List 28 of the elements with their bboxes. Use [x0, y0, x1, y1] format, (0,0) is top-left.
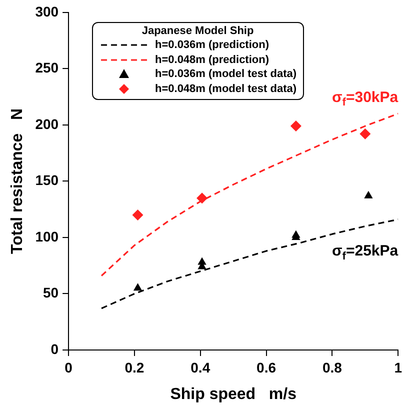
point	[360, 128, 371, 140]
x-axis-title: Ship speed m/s	[170, 386, 297, 403]
y-tick-label: 150	[35, 172, 59, 188]
y-tick-label: 200	[35, 116, 59, 132]
point	[364, 190, 373, 198]
point	[133, 283, 142, 291]
x-tick-label: 0.6	[256, 359, 276, 376]
y-tick-label: 300	[35, 3, 59, 20]
legend-label: h=0.036m (model test data)	[155, 68, 297, 80]
y-tick-label: 250	[35, 60, 59, 76]
x-tick-label: 1	[394, 359, 402, 376]
y-axis-title: Total resistance N	[9, 108, 26, 254]
line-series	[100, 218, 398, 310]
y-tick-label: 50	[42, 284, 59, 301]
x-tick-label: 0.4	[190, 359, 210, 376]
legend-label: h=0.048m (model test data)	[155, 82, 297, 95]
y-tick-label: 100	[35, 228, 59, 244]
point	[132, 209, 144, 220]
x-tick-label: 0.2	[124, 359, 144, 376]
line-series	[100, 112, 398, 277]
x-tick-label: 0	[64, 359, 73, 376]
legend-label: h=0.048m (prediction)	[155, 54, 270, 66]
legend-title: Japanese Model Ship	[140, 25, 255, 37]
y-tick-label: 0	[50, 340, 59, 357]
point	[196, 192, 208, 204]
point	[290, 120, 302, 132]
legend-label: h=0.036m (prediction)	[155, 39, 270, 52]
x-tick-label: 0.8	[322, 359, 342, 376]
